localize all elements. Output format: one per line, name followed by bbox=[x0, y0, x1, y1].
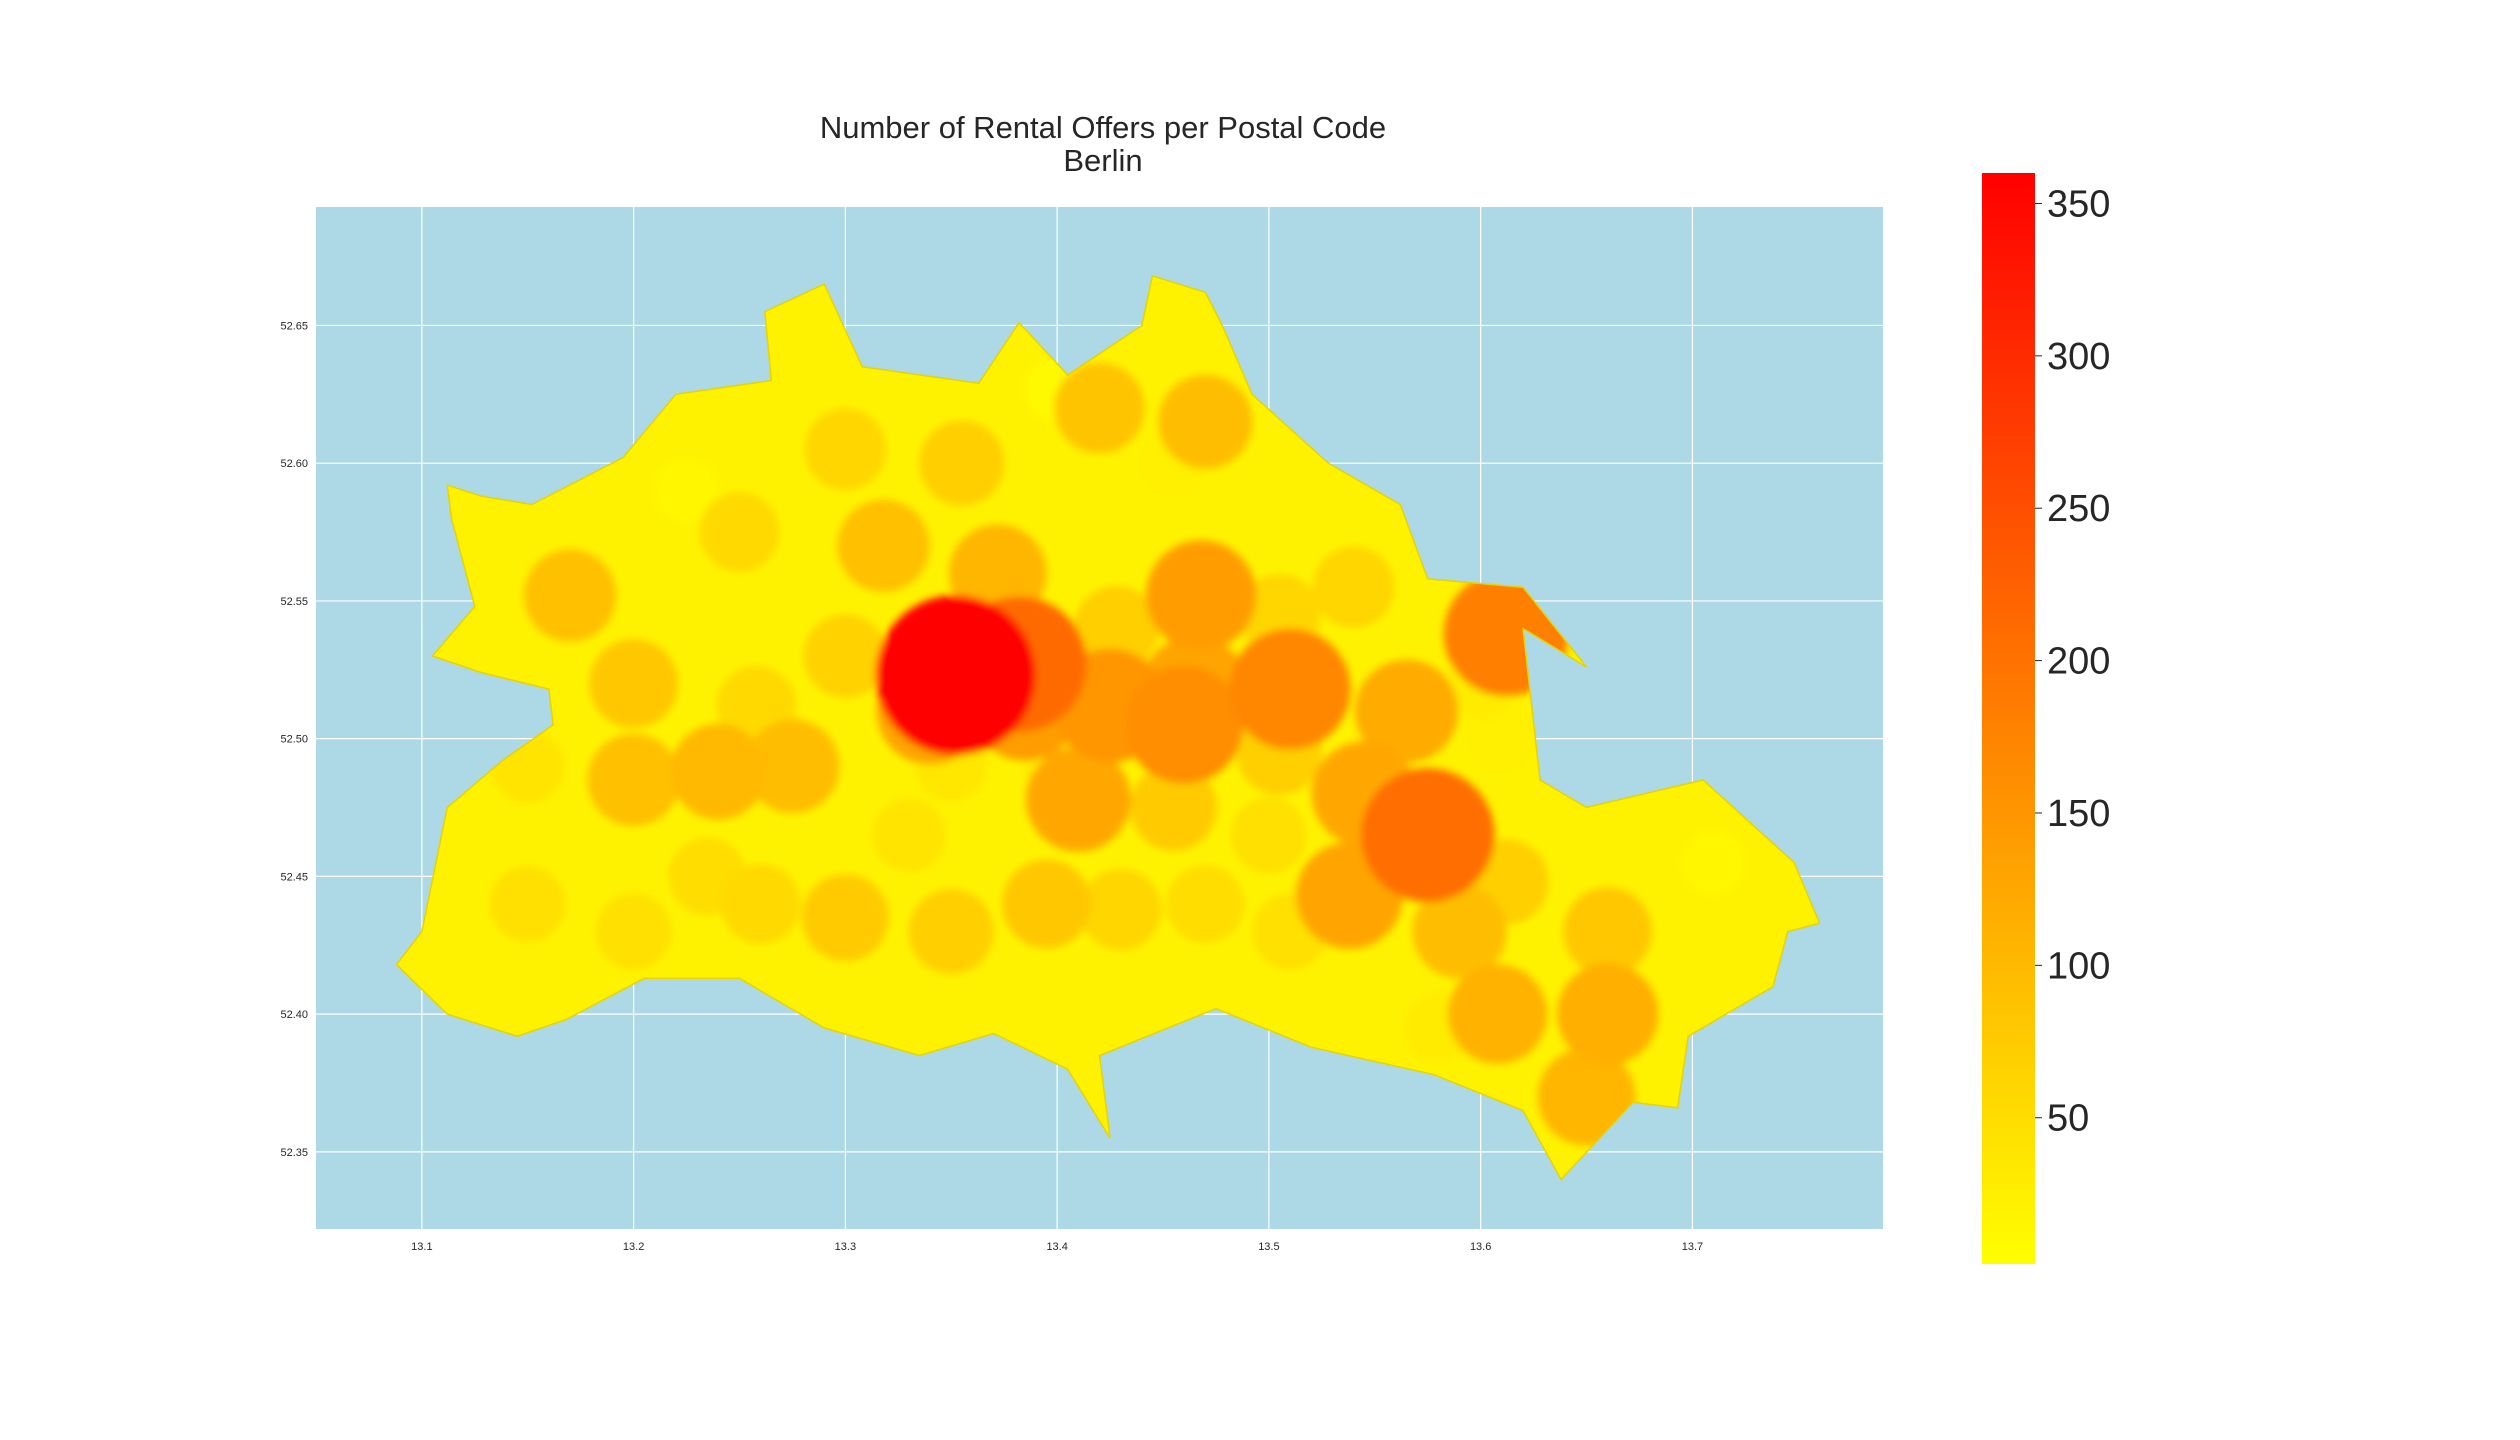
postal-code-area[interactable] bbox=[1557, 963, 1659, 1065]
postal-code-area[interactable] bbox=[653, 458, 720, 524]
x-tick-label: 13.1 bbox=[411, 1241, 432, 1253]
y-axis: 52.35 52.40 52.45 52.50 52.55 52.60 52.65 bbox=[280, 320, 308, 1158]
postal-code-area[interactable] bbox=[1467, 704, 1537, 774]
colorbar-tick-label: 150 bbox=[2047, 793, 2110, 835]
postal-code-area[interactable] bbox=[1312, 546, 1395, 628]
postal-code-area[interactable] bbox=[908, 888, 994, 975]
postal-code-area[interactable] bbox=[699, 492, 780, 572]
postal-code-area[interactable] bbox=[1054, 362, 1145, 454]
postal-code-area[interactable] bbox=[587, 733, 680, 827]
postal-code-area[interactable] bbox=[919, 420, 1005, 506]
colorbar-tick-label: 200 bbox=[2047, 641, 2110, 683]
postal-code-area[interactable] bbox=[1158, 374, 1253, 469]
postal-code-area[interactable] bbox=[871, 797, 947, 873]
x-tick-label: 13.6 bbox=[1470, 1241, 1491, 1253]
postal-code-area[interactable] bbox=[589, 639, 679, 728]
y-tick-label: 52.55 bbox=[280, 596, 308, 608]
postal-code-area[interactable] bbox=[1145, 540, 1257, 651]
postal-code-area[interactable] bbox=[745, 719, 840, 814]
postal-code-area[interactable] bbox=[837, 499, 930, 593]
postal-code-area[interactable] bbox=[1229, 628, 1351, 750]
postal-code-area[interactable] bbox=[1002, 859, 1091, 949]
y-tick-label: 52.60 bbox=[280, 458, 308, 470]
x-tick-label: 13.4 bbox=[1046, 1241, 1067, 1253]
colorbar-tick-label: 250 bbox=[2047, 488, 2110, 530]
colorbar-tick-label: 300 bbox=[2047, 336, 2110, 378]
chart-title: Number of Rental Offers per Postal Code bbox=[820, 110, 1386, 145]
postal-code-area[interactable] bbox=[720, 864, 801, 944]
postal-code-area[interactable] bbox=[1125, 666, 1244, 784]
postal-code-area[interactable] bbox=[1025, 746, 1131, 852]
postal-code-area[interactable] bbox=[1354, 659, 1459, 763]
colorbar-ticks: 50 100 150 200 250 300 350 bbox=[2035, 183, 2110, 1140]
y-tick-label: 52.35 bbox=[280, 1147, 308, 1159]
postal-code-area[interactable] bbox=[803, 614, 888, 698]
berlin-map bbox=[396, 275, 1820, 1180]
y-tick-label: 52.50 bbox=[280, 734, 308, 746]
berlin-outline bbox=[395, 274, 1821, 1181]
x-tick-label: 13.7 bbox=[1682, 1241, 1703, 1253]
postal-code-area[interactable] bbox=[1230, 796, 1308, 874]
postal-code-area[interactable] bbox=[1563, 887, 1653, 976]
colorbar-tick-label: 50 bbox=[2047, 1098, 2089, 1140]
postal-code-area[interactable] bbox=[1680, 829, 1747, 896]
postal-code-area[interactable] bbox=[1537, 1047, 1636, 1146]
colorbar: 50 100 150 200 250 300 350 bbox=[1982, 173, 2110, 1264]
y-tick-label: 52.40 bbox=[280, 1009, 308, 1021]
y-tick-label: 52.45 bbox=[280, 871, 308, 883]
postal-code-area[interactable] bbox=[804, 408, 887, 491]
chart-subtitle: Berlin bbox=[1063, 143, 1142, 178]
postal-code-area[interactable] bbox=[523, 549, 617, 642]
postal-code-area[interactable] bbox=[1079, 868, 1162, 951]
x-tick-label: 13.3 bbox=[835, 1241, 856, 1253]
postal-code-area[interactable] bbox=[1073, 585, 1160, 672]
postal-code-area[interactable] bbox=[1166, 864, 1245, 943]
colorbar-gradient bbox=[1982, 173, 2035, 1264]
x-tick-label: 13.2 bbox=[623, 1241, 644, 1253]
postal-code-area[interactable] bbox=[1447, 964, 1548, 1064]
postal-code-area[interactable] bbox=[489, 865, 566, 943]
postal-code-area[interactable] bbox=[1130, 764, 1218, 852]
x-tick-label: 13.5 bbox=[1258, 1241, 1279, 1253]
postal-code-area[interactable] bbox=[595, 893, 672, 970]
postal-code-area[interactable] bbox=[801, 874, 889, 962]
x-axis: 13.1 13.2 13.3 13.4 13.5 13.6 13.7 bbox=[411, 1241, 1703, 1253]
postal-code-area[interactable] bbox=[1360, 768, 1495, 902]
postal-code-area[interactable] bbox=[670, 723, 767, 820]
colorbar-tick-label: 350 bbox=[2047, 183, 2110, 225]
y-tick-label: 52.65 bbox=[280, 320, 308, 332]
postal-code-area[interactable] bbox=[875, 595, 1036, 756]
colorbar-tick-label: 100 bbox=[2047, 945, 2110, 987]
postal-code-area[interactable] bbox=[1412, 884, 1507, 979]
